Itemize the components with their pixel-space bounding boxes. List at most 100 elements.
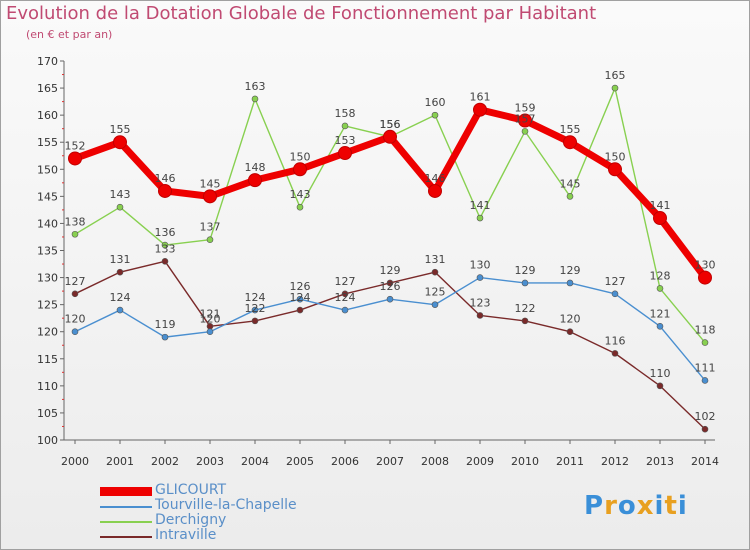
x-tick-label: 2005 [286, 455, 314, 468]
x-tick-label: 2009 [466, 455, 494, 468]
data-label: 165 [605, 69, 626, 82]
data-point [68, 151, 82, 166]
x-tick-label: 2011 [556, 455, 584, 468]
logo-letter: r [604, 491, 618, 521]
data-point [203, 189, 217, 204]
data-point [431, 268, 439, 276]
data-label: 143 [290, 188, 311, 201]
data-label: 136 [155, 226, 176, 239]
data-label: 124 [245, 291, 266, 304]
data-label: 130 [695, 259, 716, 272]
data-label: 163 [245, 80, 266, 93]
x-tick-label: 2000 [61, 455, 89, 468]
chart-subtitle: (en € et par an) [26, 28, 113, 41]
data-point [611, 290, 619, 298]
data-point [116, 203, 124, 211]
data-point [608, 162, 622, 177]
data-label: 143 [110, 188, 131, 201]
x-tick-label: 2012 [601, 455, 629, 468]
data-label: 161 [470, 91, 491, 104]
data-point [656, 382, 664, 390]
data-point [701, 377, 709, 384]
data-point [611, 350, 619, 357]
data-label: 141 [470, 199, 491, 212]
data-label: 110 [650, 367, 671, 380]
y-tick-label: 165 [37, 82, 58, 95]
data-label: 122 [245, 302, 266, 315]
legend-swatch [100, 487, 152, 496]
data-point [701, 339, 709, 346]
legend-label: GLICOURT [155, 482, 227, 498]
data-label: 129 [560, 264, 581, 277]
data-label: 116 [605, 334, 626, 347]
logo-letter: o [617, 491, 637, 521]
data-label: 124 [335, 291, 356, 304]
y-tick-label: 145 [37, 190, 58, 203]
data-label: 156 [380, 118, 401, 131]
data-point [566, 328, 574, 336]
logo-letter: x [636, 491, 655, 521]
logo-letter: i [654, 491, 665, 521]
legend-swatch [100, 521, 152, 523]
data-label: 138 [65, 215, 86, 228]
data-label: 127 [65, 275, 86, 288]
axes: 100 105 110 115 120 125 130 135 140 145 150 155 160 1… [37, 55, 719, 468]
data-label: 120 [560, 313, 581, 326]
data-point [476, 274, 484, 281]
data-point [251, 306, 259, 314]
data-point [476, 214, 484, 222]
data-point [698, 270, 712, 285]
legend-item: Tourville-la-Chapelle [100, 497, 360, 514]
x-tick-label: 2001 [106, 455, 134, 468]
data-label: 156 [380, 118, 401, 131]
x-tick-label: 2002 [151, 455, 179, 468]
data-point [521, 317, 529, 325]
data-label: 160 [425, 96, 446, 109]
data-point [701, 425, 709, 433]
legend-item: GLICOURT [100, 482, 360, 499]
data-label: 120 [65, 313, 86, 326]
data-point [476, 312, 484, 319]
data-point [431, 301, 439, 308]
data-label: 122 [515, 302, 536, 315]
data-point [473, 102, 487, 117]
data-point [431, 111, 439, 119]
data-label: 150 [605, 150, 626, 163]
x-tick-label: 2008 [421, 455, 449, 468]
data-label: 155 [110, 123, 131, 136]
data-point [293, 162, 307, 177]
data-point [248, 173, 262, 188]
data-point [566, 279, 574, 287]
data-point [563, 135, 577, 150]
data-label: 121 [650, 307, 671, 320]
data-label: 128 [650, 269, 671, 282]
data-label: 102 [695, 410, 716, 423]
data-label: 158 [335, 107, 356, 120]
data-label: 141 [650, 199, 671, 212]
legend-label: Intraville [155, 527, 217, 543]
proxiti-logo: Proxiti [584, 491, 688, 521]
data-point [71, 230, 79, 238]
legend-swatch [100, 506, 152, 508]
data-point [566, 193, 574, 200]
logo-letter: i [677, 491, 688, 521]
data-label: 148 [245, 161, 266, 174]
data-point [296, 295, 304, 303]
data-point [296, 306, 304, 314]
data-point [158, 183, 172, 198]
y-tick-label: 135 [37, 245, 58, 258]
x-tick-label: 2004 [241, 455, 269, 468]
y-tick-label: 105 [37, 407, 58, 420]
data-point [251, 95, 259, 103]
data-label: 155 [560, 123, 581, 136]
data-point [386, 279, 394, 287]
data-point [71, 328, 79, 336]
data-point [71, 290, 79, 298]
data-point [341, 290, 349, 298]
y-tick-label: 110 [37, 380, 58, 393]
x-tick-label: 2007 [376, 455, 404, 468]
y-tick-label: 155 [37, 136, 58, 149]
y-tick-label: 100 [37, 434, 58, 447]
data-label: 152 [65, 139, 86, 152]
